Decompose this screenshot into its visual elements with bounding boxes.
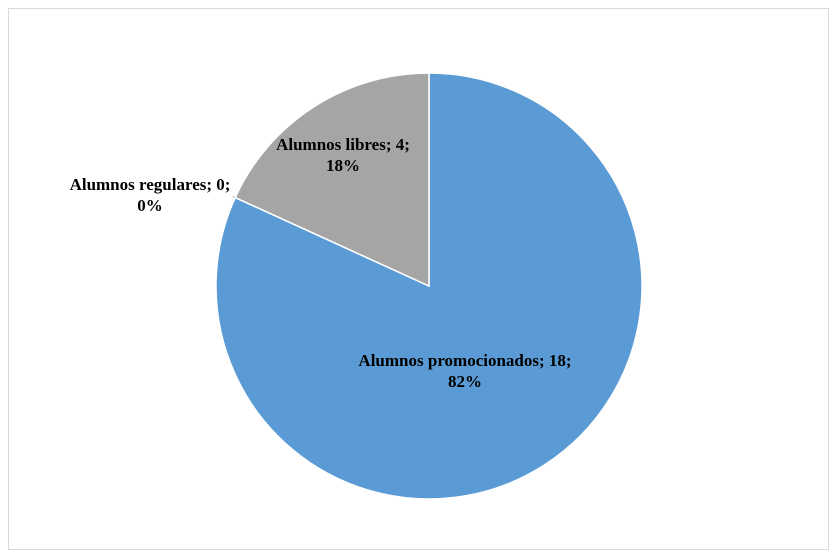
data-label: Alumnos regulares; 0; 0% [70,175,231,215]
pie-slice [234,72,430,288]
data-label: Alumnos libres; 4; 18% [276,135,410,175]
data-label: Alumnos promocionados; 18; 82% [358,351,571,391]
